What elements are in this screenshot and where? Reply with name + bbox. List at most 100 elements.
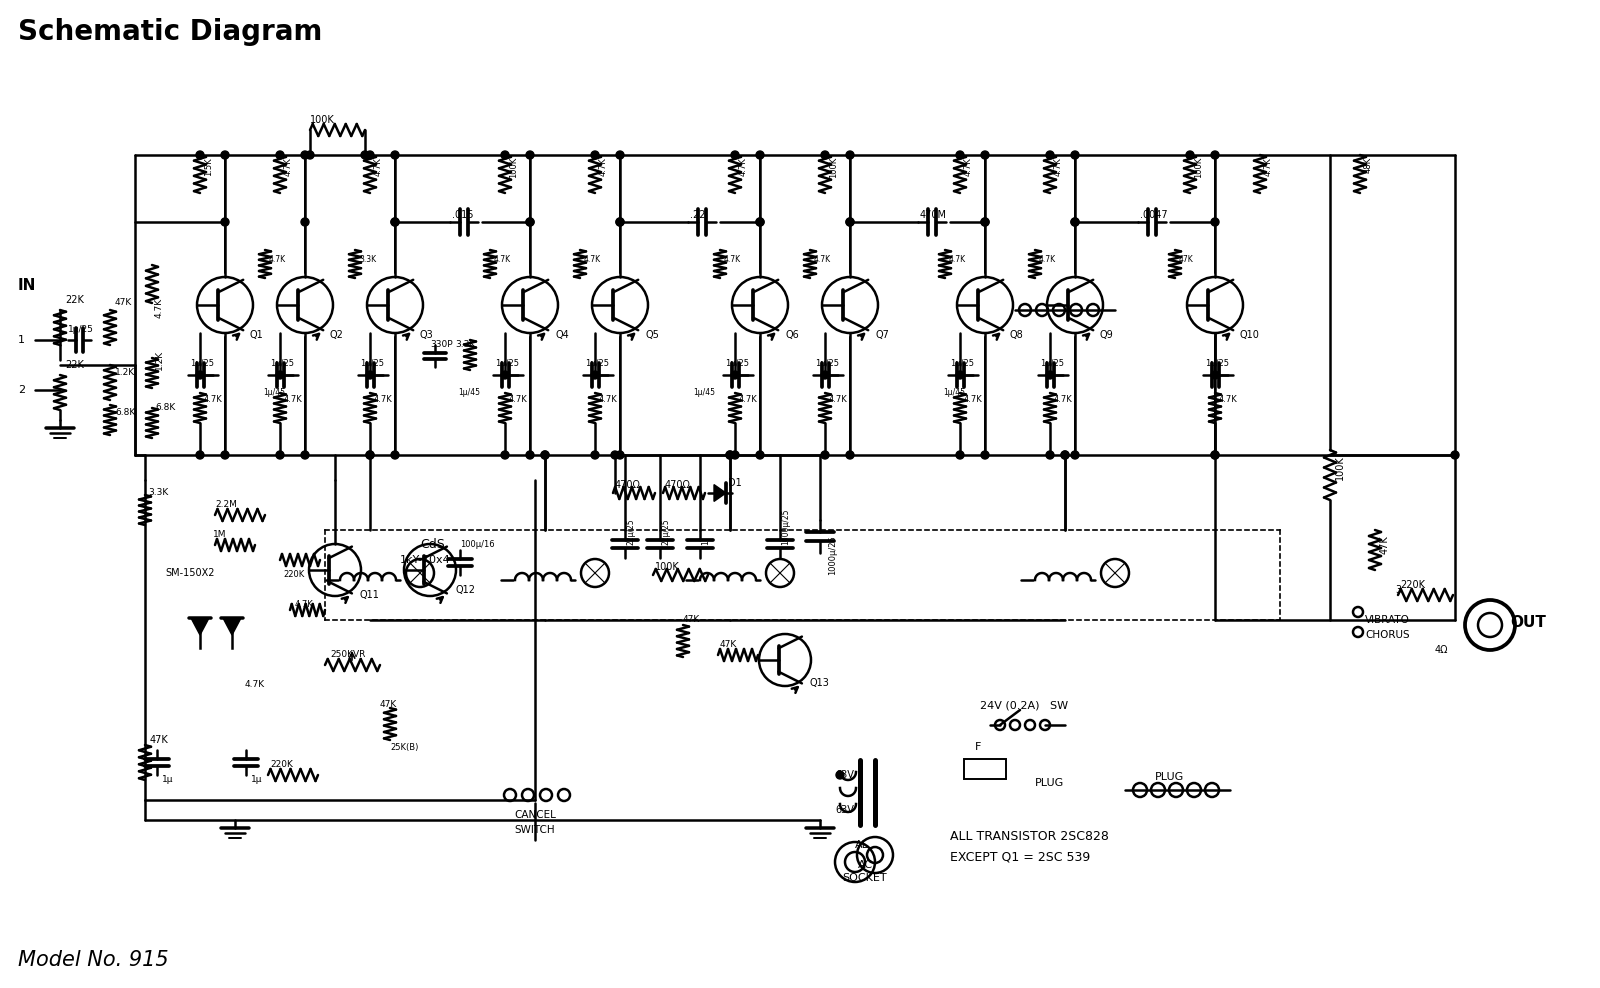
Text: 24V (0.2A)   SW: 24V (0.2A) SW [979, 700, 1069, 710]
Circle shape [366, 451, 374, 459]
Text: 220K: 220K [283, 570, 304, 579]
Circle shape [1211, 451, 1219, 459]
Text: 1.5K: 1.5K [205, 157, 213, 176]
Text: 1μ/25: 1μ/25 [360, 359, 384, 368]
Text: ALL TRANSISTOR 2SC828: ALL TRANSISTOR 2SC828 [950, 830, 1109, 843]
Text: 4.7K: 4.7K [269, 255, 286, 264]
Circle shape [821, 451, 829, 459]
Text: 470Ω: 470Ω [666, 480, 691, 490]
Text: Schematic Diagram: Schematic Diagram [18, 18, 322, 46]
Circle shape [501, 151, 509, 159]
Circle shape [590, 151, 598, 159]
Circle shape [731, 451, 739, 459]
Text: 47K: 47K [1379, 535, 1390, 553]
Text: 4.7K: 4.7K [1054, 395, 1072, 404]
Circle shape [195, 151, 205, 159]
Circle shape [616, 451, 624, 459]
Text: 1μ/25: 1μ/25 [1040, 359, 1064, 368]
Text: 1μ/25: 1μ/25 [1205, 359, 1229, 368]
Polygon shape [222, 618, 242, 635]
Circle shape [1211, 151, 1219, 159]
Text: 100K: 100K [509, 157, 518, 178]
Text: 1μ/25: 1μ/25 [190, 359, 214, 368]
Text: 100K: 100K [654, 562, 680, 572]
Circle shape [590, 371, 598, 379]
Text: Q12: Q12 [454, 585, 475, 595]
Text: Q10: Q10 [1240, 330, 1259, 340]
Circle shape [301, 151, 309, 159]
Text: 4.7K: 4.7K [584, 255, 602, 264]
Circle shape [362, 151, 370, 159]
Text: Q3: Q3 [419, 330, 434, 340]
Text: 1: 1 [18, 335, 26, 345]
Text: 1.2K: 1.2K [155, 350, 165, 370]
Circle shape [821, 371, 829, 379]
Text: 1.2K: 1.2K [115, 368, 134, 377]
Circle shape [611, 451, 619, 459]
Text: 250KVR: 250KVR [330, 650, 365, 659]
Text: AL: AL [854, 840, 869, 850]
Circle shape [1046, 371, 1054, 379]
Text: EXCEPT Q1 = 2SC 539: EXCEPT Q1 = 2SC 539 [950, 850, 1090, 863]
Circle shape [846, 151, 854, 159]
Text: SM-150X2: SM-150X2 [165, 568, 214, 578]
Circle shape [981, 218, 989, 226]
Circle shape [277, 371, 285, 379]
Text: 220K: 220K [1400, 580, 1426, 590]
Text: 3: 3 [1395, 585, 1402, 595]
Polygon shape [190, 618, 210, 635]
Text: 4.7K: 4.7K [598, 395, 618, 404]
Circle shape [957, 151, 963, 159]
Text: 47K: 47K [683, 615, 701, 624]
Text: Model No. 915: Model No. 915 [18, 950, 168, 970]
Circle shape [501, 371, 509, 379]
Circle shape [757, 451, 765, 459]
Circle shape [981, 451, 989, 459]
Circle shape [1451, 451, 1459, 459]
Text: 22μ/25: 22μ/25 [661, 519, 670, 545]
Circle shape [957, 451, 963, 459]
Circle shape [1046, 151, 1054, 159]
Text: CHORUS: CHORUS [1365, 630, 1410, 640]
Text: PLUG: PLUG [1035, 778, 1064, 788]
Circle shape [277, 451, 285, 459]
Text: 100μ/16: 100μ/16 [461, 540, 494, 549]
Text: 1μ/45: 1μ/45 [693, 388, 715, 397]
Text: 1μ/45: 1μ/45 [942, 388, 965, 397]
Text: Q1: Q1 [250, 330, 264, 340]
Text: Q11: Q11 [360, 590, 379, 600]
Text: 1kY-70x4: 1kY-70x4 [400, 555, 451, 565]
Circle shape [1211, 218, 1219, 226]
Circle shape [1061, 451, 1069, 459]
Text: 4.7K: 4.7K [829, 395, 848, 404]
Circle shape [1046, 451, 1054, 459]
Circle shape [616, 218, 624, 226]
Text: 330P: 330P [430, 340, 453, 349]
Text: 4.7K: 4.7K [1038, 255, 1056, 264]
Text: 1000μ/25: 1000μ/25 [829, 535, 837, 575]
Text: 1μ/25: 1μ/25 [270, 359, 294, 368]
Circle shape [1211, 451, 1219, 459]
Text: 4.7K: 4.7K [205, 395, 222, 404]
Circle shape [526, 151, 534, 159]
Text: 3.3K: 3.3K [147, 488, 168, 497]
Circle shape [616, 218, 624, 226]
Text: Q6: Q6 [786, 330, 798, 340]
Text: CdS: CdS [419, 538, 445, 551]
Circle shape [390, 218, 398, 226]
Text: 1μ/25: 1μ/25 [586, 359, 610, 368]
Text: SWITCH: SWITCH [515, 825, 555, 835]
Circle shape [195, 451, 205, 459]
Text: 1μ/45: 1μ/45 [458, 388, 480, 397]
Text: 22K: 22K [66, 295, 83, 305]
Text: 4.7K: 4.7K [963, 157, 973, 176]
Text: CANCEL: CANCEL [514, 810, 555, 820]
Circle shape [541, 451, 549, 459]
Text: Q4: Q4 [555, 330, 568, 340]
FancyBboxPatch shape [963, 759, 1006, 779]
Text: Q2: Q2 [330, 330, 344, 340]
Text: 1μ/25: 1μ/25 [950, 359, 974, 368]
Circle shape [390, 218, 398, 226]
Text: 4.7K: 4.7K [494, 255, 510, 264]
Circle shape [846, 451, 854, 459]
